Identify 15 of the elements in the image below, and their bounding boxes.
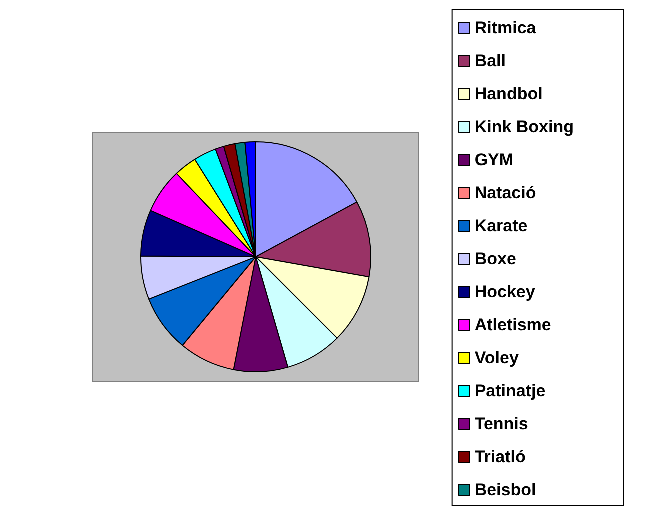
legend-label: Patinatje (474, 382, 546, 400)
legend-label: Boxe (474, 250, 516, 268)
legend-label: Voley (474, 348, 520, 368)
legend-label: GYM (474, 150, 514, 170)
legend-label: Atletisme (474, 316, 552, 334)
legend-label: Kink Boxing (474, 118, 574, 136)
legend-label: Natació (474, 184, 536, 202)
legend-label: Triatló (474, 448, 526, 466)
legend-label: Ball (474, 52, 506, 70)
legend-label: Beisbol (474, 480, 536, 500)
legend-label: Karate (474, 216, 528, 236)
legend-label: Tennis (474, 414, 528, 434)
legend-label: Handbol (474, 84, 543, 104)
legend-label: Hockey (474, 282, 536, 302)
legend-label: Ritmica (474, 18, 537, 38)
